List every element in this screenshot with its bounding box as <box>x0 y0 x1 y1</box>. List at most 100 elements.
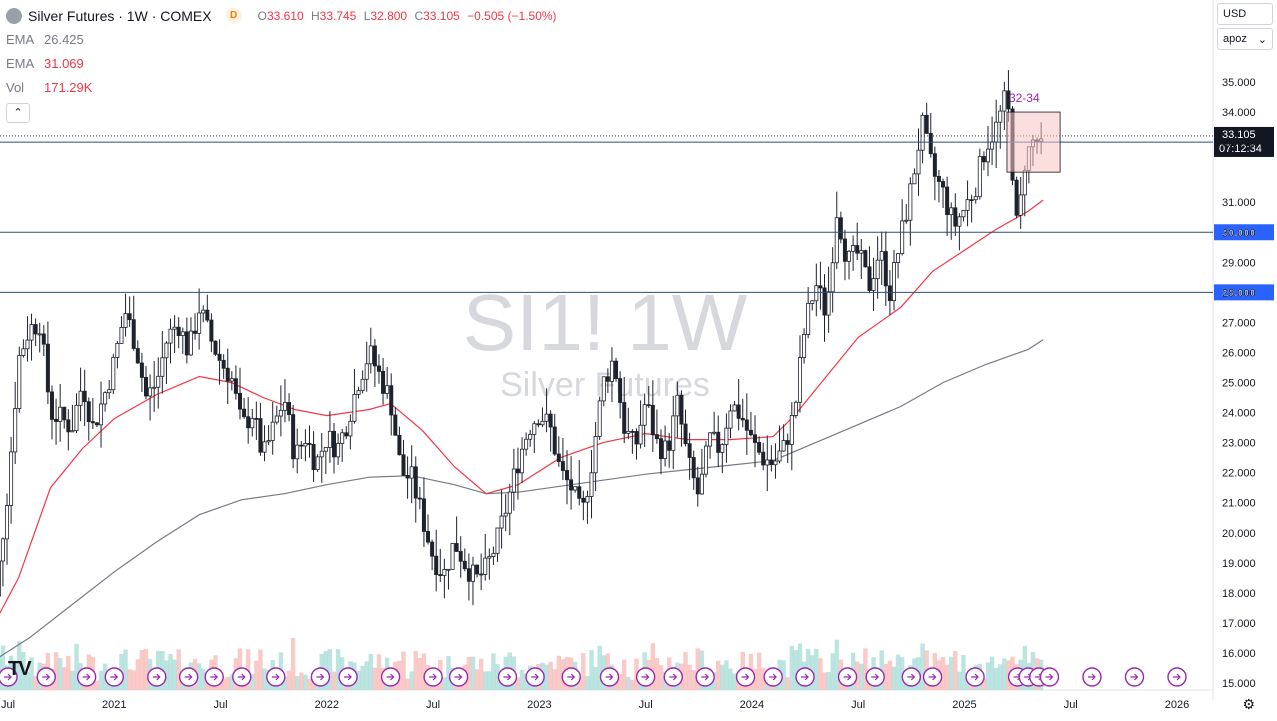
resistance-zone-box[interactable] <box>1006 111 1061 173</box>
candle-body <box>143 377 148 397</box>
candle-body <box>282 402 287 411</box>
scale-mode-selector[interactable]: apoz ⌄ <box>1217 28 1273 50</box>
volume-bar-up <box>593 667 598 690</box>
volume-bar-down <box>131 670 136 690</box>
volume-bar-up <box>626 676 631 690</box>
indicator-ema-200[interactable]: EMA 26.425 <box>6 28 561 52</box>
candle-body <box>1006 90 1011 110</box>
candle-body <box>667 440 672 451</box>
volume-bar-up <box>949 656 954 690</box>
arrow-right-icon <box>454 673 463 681</box>
candle-body <box>879 251 884 261</box>
y-tick-label: 29.000 <box>1222 257 1256 269</box>
y-tick-label: 33.000 <box>1222 137 1256 149</box>
volume-bar-down <box>756 652 762 690</box>
candle-body <box>626 430 631 434</box>
candle-body <box>900 220 905 255</box>
candle-body <box>716 431 721 453</box>
arrow-right-icon <box>42 673 51 681</box>
candle-body <box>785 440 790 445</box>
volume-bar-up <box>483 671 488 690</box>
arrow-right-icon <box>741 673 750 681</box>
candle-body <box>814 285 819 302</box>
last-price-tag <box>1214 126 1274 157</box>
volume-bar-up <box>859 663 864 690</box>
candle-body <box>90 421 95 424</box>
candle-body <box>981 156 986 163</box>
volume-bar-down <box>417 658 423 690</box>
ohlc-values: O33.610 H33.745 L32.800 C33.105 −0.505 (… <box>258 4 561 28</box>
volume-bar-up <box>957 671 962 690</box>
volume-bar-down <box>687 664 692 690</box>
candle-body <box>855 245 860 254</box>
collapse-legend-button[interactable]: ⌃ <box>6 103 30 123</box>
indicator-label: Vol <box>6 80 25 95</box>
candle-body <box>99 403 104 426</box>
arrow-right-icon <box>4 673 12 681</box>
candle-body <box>262 441 267 453</box>
currency-selector[interactable]: USD <box>1217 3 1273 25</box>
candle-body <box>299 444 304 447</box>
volume-bar-up <box>523 673 529 690</box>
candle-body <box>389 385 394 416</box>
candle-body <box>556 453 561 462</box>
indicator-ema-50[interactable]: EMA 31.069 <box>6 52 561 76</box>
volume-bar-up <box>519 669 525 690</box>
candle-body <box>847 250 852 262</box>
volume-bar-up <box>711 672 717 690</box>
volume-bar-up <box>70 670 75 690</box>
candle-body <box>458 551 463 562</box>
candle-body <box>773 460 778 466</box>
candle-body <box>753 434 758 443</box>
candle-body <box>41 333 46 345</box>
arrow-right-icon <box>567 673 576 681</box>
y-tick-label: 22.000 <box>1222 468 1256 480</box>
candle-body <box>426 531 431 543</box>
candle-body <box>887 285 892 302</box>
candle-body <box>998 110 1003 123</box>
exchange-badge-icon[interactable]: D <box>225 8 242 24</box>
candle-body <box>311 443 316 470</box>
volume-bar-down <box>887 660 893 690</box>
settings-gear-icon[interactable]: ⚙ <box>1242 696 1255 712</box>
ema-50-line <box>0 199 1044 615</box>
volume-bar-up <box>364 661 369 690</box>
volume-bar-up <box>57 658 63 690</box>
candle-body <box>724 427 729 445</box>
candle-body <box>340 432 345 444</box>
candle-body <box>405 474 410 479</box>
volume-bar-down <box>581 653 586 690</box>
volume-bar-up <box>491 653 496 690</box>
candle-body <box>515 468 520 474</box>
volume-bar-up <box>728 668 733 690</box>
candle-body <box>421 498 426 532</box>
tradingview-logo[interactable]: TV <box>8 658 32 680</box>
candle-body <box>990 141 995 150</box>
candle-body <box>37 333 42 336</box>
indicator-volume[interactable]: Vol 171.29K <box>6 76 561 100</box>
candle-body <box>0 538 5 562</box>
volume-bar-up <box>295 675 300 690</box>
candle-body <box>470 564 475 582</box>
candle-body <box>932 153 937 177</box>
candle-body <box>295 444 300 460</box>
symbol-header[interactable]: Silver Futures · 1W · COMEX D O33.610 H3… <box>6 4 561 28</box>
candle-body <box>622 402 627 434</box>
candle-body <box>499 515 504 529</box>
volume-bar-up <box>335 649 341 690</box>
volume-bar-down <box>760 667 766 690</box>
candle-body <box>119 327 124 344</box>
candle-body <box>5 505 10 540</box>
candle-body <box>953 207 958 227</box>
candle-body <box>618 378 623 403</box>
candle-body <box>503 512 508 517</box>
y-tick-label: 18.000 <box>1222 588 1256 600</box>
candle-body <box>830 262 835 293</box>
arrow-right-icon <box>271 673 280 681</box>
candle-body <box>148 387 153 397</box>
volume-bar-down <box>254 660 259 690</box>
volume-bar-down <box>548 661 553 690</box>
volume-bar-down <box>66 655 71 690</box>
candle-body <box>156 375 161 388</box>
